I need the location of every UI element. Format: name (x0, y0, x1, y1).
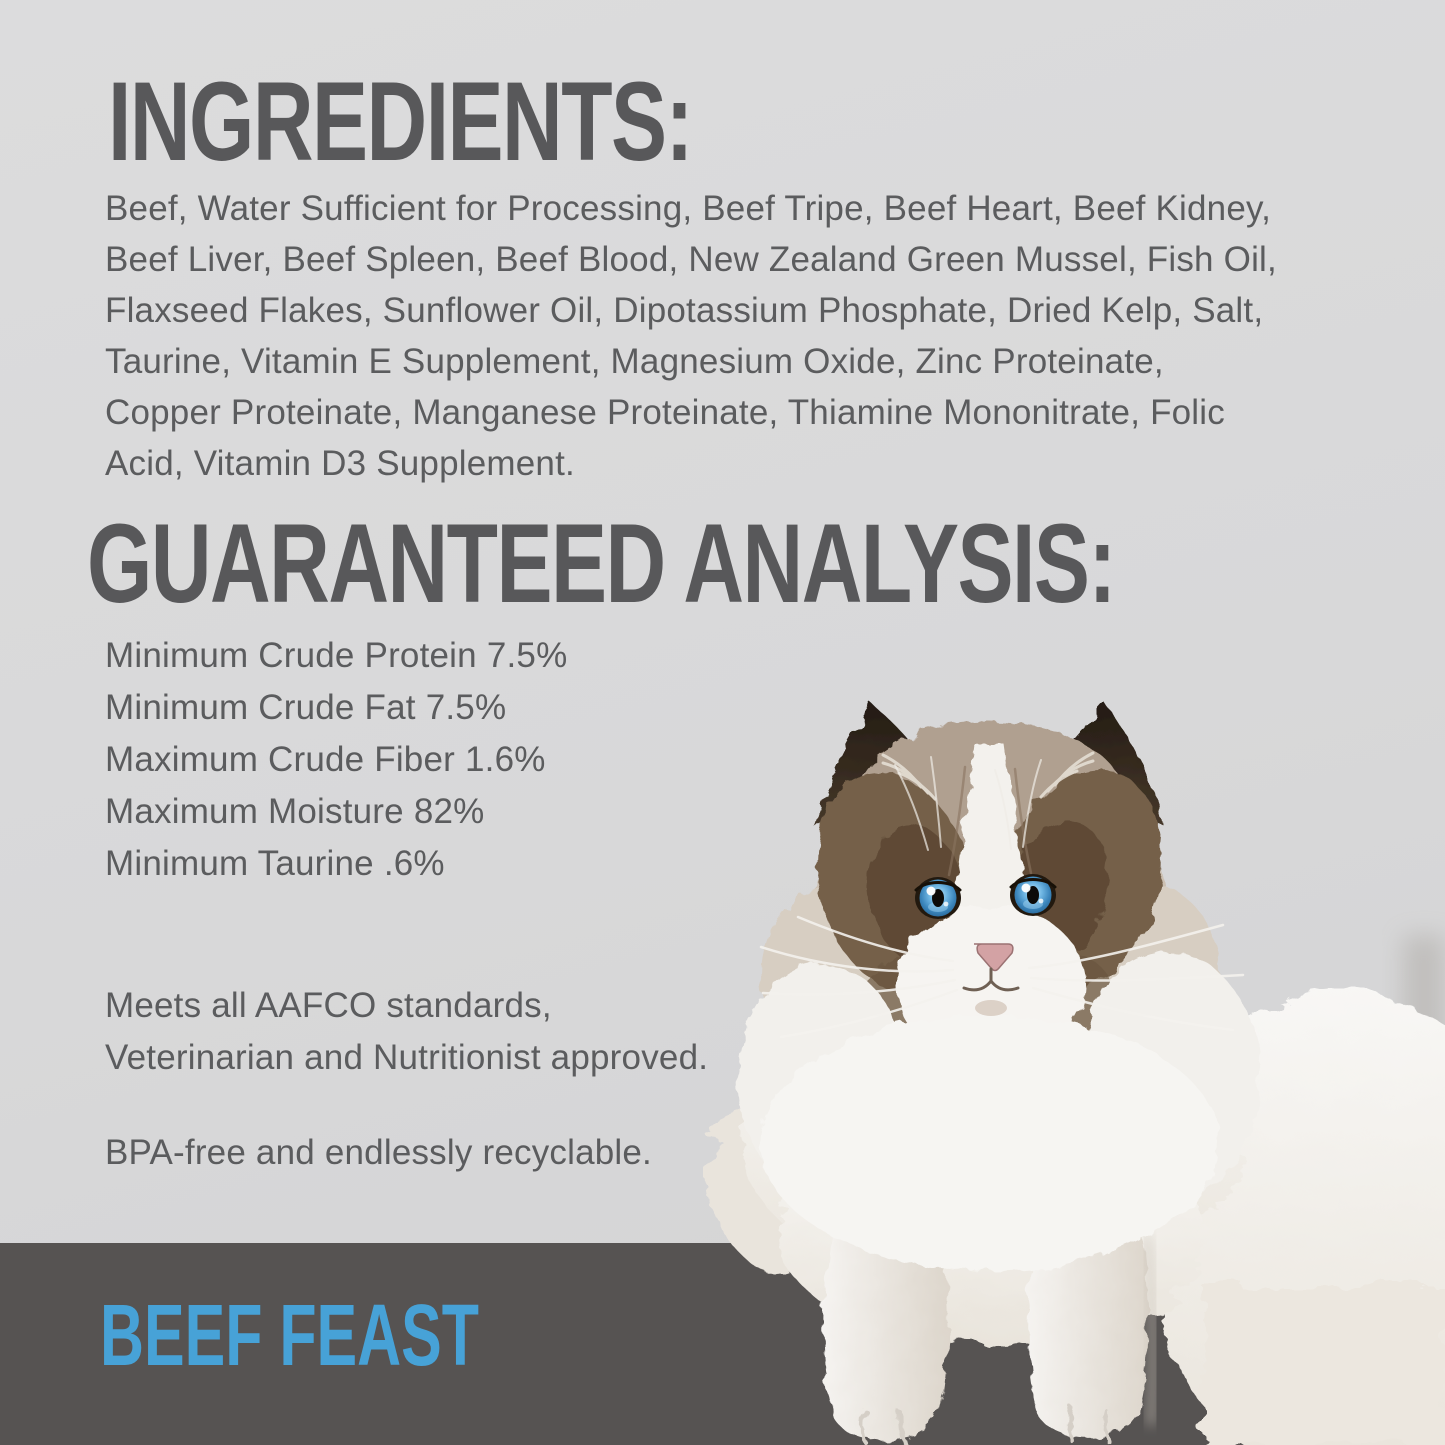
ingredients-line: Taurine, Vitamin E Supplement, Magnesium… (105, 342, 1164, 381)
standards-line: Veterinarian and Nutritionist approved. (105, 1038, 709, 1077)
guaranteed-analysis-list: Minimum Crude Protein 7.5% Minimum Crude … (105, 630, 567, 890)
recyclable-note: BPA-free and endlessly recyclable. (105, 1133, 652, 1172)
cat-eyes (914, 874, 1057, 919)
cat-nose (962, 943, 1020, 1016)
standards-line: Meets all AAFCO standards, (105, 986, 552, 1025)
guaranteed-analysis-heading: GUARANTEED ANALYSIS: (87, 501, 1116, 626)
analysis-row: Maximum Moisture 82% (105, 786, 567, 838)
cat-photo (707, 703, 1445, 1445)
product-name: BEEF FEAST (100, 1287, 479, 1384)
standards-note: Meets all AAFCO standards, Veterinarian … (105, 980, 708, 1084)
analysis-row: Minimum Taurine .6% (105, 838, 567, 890)
ingredients-line: Acid, Vitamin D3 Supplement. (105, 444, 575, 483)
ingredients-line: Copper Proteinate, Manganese Proteinate,… (105, 393, 1225, 432)
analysis-value: .6% (383, 844, 445, 883)
analysis-name: Minimum Crude Protein (105, 636, 477, 675)
analysis-name: Maximum Moisture (105, 792, 404, 831)
analysis-row: Maximum Crude Fiber 1.6% (105, 734, 567, 786)
cat-whiskers (759, 756, 1245, 1039)
analysis-value: 82% (413, 792, 485, 831)
analysis-value: 7.5% (486, 636, 568, 675)
analysis-name: Maximum Crude Fiber (105, 740, 455, 779)
ingredients-line: Beef, Water Sufficient for Processing, B… (105, 189, 1272, 228)
cat-ear-tufts (881, 751, 1095, 801)
analysis-name: Minimum Crude Fat (105, 688, 416, 727)
analysis-value: 1.6% (465, 740, 546, 779)
cat-head (738, 703, 1260, 1271)
ingredients-line: Flaxseed Flakes, Sunflower Oil, Dipotass… (105, 291, 1264, 330)
cat-paws (823, 1216, 1149, 1445)
analysis-row: Minimum Crude Protein 7.5% (105, 630, 567, 682)
ingredients-heading: INGREDIENTS: (108, 59, 694, 184)
analysis-row: Minimum Crude Fat 7.5% (105, 682, 567, 734)
ingredients-text: Beef, Water Sufficient for Processing, B… (105, 183, 1277, 489)
ingredients-line: Beef Liver, Beef Spleen, Beef Blood, New… (105, 240, 1277, 279)
analysis-value: 7.5% (425, 688, 507, 727)
cat-forehead-fur (947, 765, 1033, 877)
analysis-name: Minimum Taurine (105, 844, 374, 883)
